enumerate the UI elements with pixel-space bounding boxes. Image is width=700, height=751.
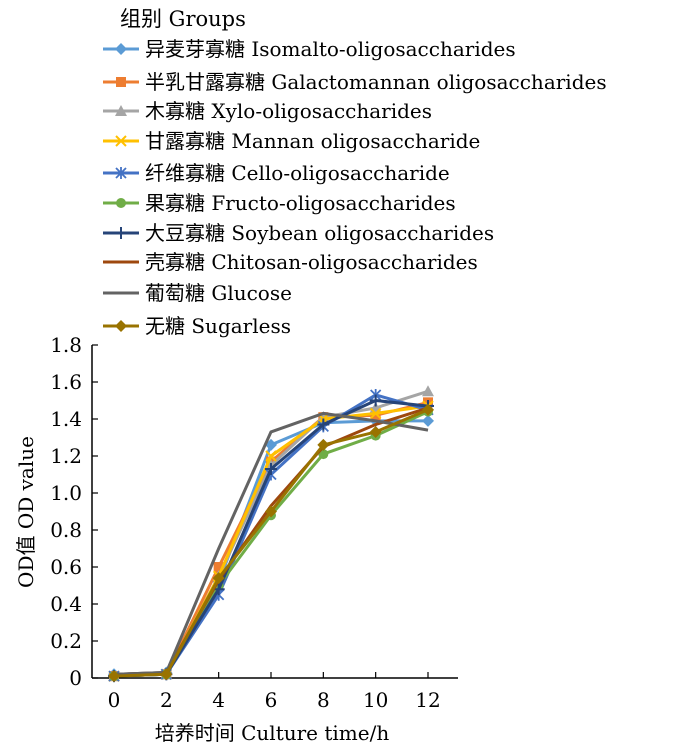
y-tick-label: 1.4 xyxy=(50,407,82,431)
legend-label: 异麦芽寡糖 Isomalto-oligosaccharides xyxy=(145,37,516,61)
legend-item: 果寡糖 Fructo-oligosaccharides xyxy=(103,191,456,215)
x-tick-label: 0 xyxy=(108,688,121,712)
data-point xyxy=(317,418,330,431)
x-tick-label: 8 xyxy=(317,688,330,712)
y-tick-label: 0.4 xyxy=(50,592,82,616)
x-tick-label: 12 xyxy=(415,688,440,712)
legend-item: 异麦芽寡糖 Isomalto-oligosaccharides xyxy=(103,37,516,61)
legend-swatch-marker xyxy=(116,77,126,87)
legend-item: 无糖 Sugarless xyxy=(103,314,291,338)
x-tick-label: 10 xyxy=(363,688,388,712)
legend-label: 葡萄糖 Glucose xyxy=(145,281,292,305)
legend-label: 甘露寡糖 Mannan oligosaccharide xyxy=(145,129,480,153)
data-point xyxy=(265,450,277,462)
data-point xyxy=(213,562,224,572)
legend-swatch-marker xyxy=(115,43,127,55)
y-axis-ticks: 0 0.2 0.4 0.6 0.8 1.0 1.2 1.4 1.6 1.8 xyxy=(50,333,98,690)
series-9 xyxy=(113,411,429,676)
y-tick-label: 0.2 xyxy=(50,629,82,653)
x-axis-ticks: 0 2 4 6 8 10 12 xyxy=(108,672,441,712)
y-tick-label: 1.6 xyxy=(50,370,82,394)
data-point xyxy=(370,410,381,421)
y-tick-label: 1.2 xyxy=(50,444,82,468)
data-point xyxy=(422,414,434,427)
series-line xyxy=(113,393,429,678)
legend-label: 木寡糖 Xylo-oligosaccharides xyxy=(145,99,432,123)
legend-item: 甘露寡糖 Mannan oligosaccharide xyxy=(103,129,480,153)
x-tick-label: 2 xyxy=(160,688,173,712)
legend-label: 无糖 Sugarless xyxy=(145,314,291,338)
y-tick-label: 1.8 xyxy=(50,333,82,357)
legend-swatch-marker xyxy=(116,198,126,208)
legend-item: 葡萄糖 Glucose xyxy=(103,281,292,305)
legend-item: 壳寡糖 Chitosan-oligosaccharides xyxy=(103,250,478,274)
y-tick-label: 0.8 xyxy=(50,518,82,542)
legend-label: 大豆寡糖 Soybean oligosaccharides xyxy=(145,221,494,245)
data-point xyxy=(422,385,434,397)
series-3 xyxy=(108,385,434,682)
legend-item: 木寡糖 Xylo-oligosaccharides xyxy=(103,99,432,123)
y-axis-label: OD值 OD value xyxy=(14,436,38,588)
data-point xyxy=(265,505,277,518)
data-point xyxy=(265,462,277,475)
data-point xyxy=(212,572,225,585)
legend-label: 半乳甘露寡糖 Galactomannan oligosaccharides xyxy=(145,70,607,94)
x-tick-label: 6 xyxy=(265,688,278,712)
y-tick-label: 0.6 xyxy=(50,555,82,579)
legend-swatch-marker xyxy=(115,105,127,116)
legend-label: 果寡糖 Fructo-oligosaccharides xyxy=(145,191,456,215)
y-tick-label: 0 xyxy=(69,666,82,690)
legend-swatch-marker xyxy=(115,227,127,239)
x-tick-label: 4 xyxy=(212,688,225,712)
data-point xyxy=(369,394,382,407)
legend-item: 半乳甘露寡糖 Galactomannan oligosaccharides xyxy=(103,70,607,94)
axes xyxy=(91,345,458,679)
legend-swatch-marker xyxy=(115,320,127,332)
legend-swatch-marker xyxy=(115,135,127,147)
legend: 组别 Groups 异麦芽寡糖 Isomalto-oligosaccharide… xyxy=(103,7,607,338)
data-point xyxy=(369,425,382,438)
series-line xyxy=(113,411,429,676)
x-axis-label: 培养时间 Culture time/h xyxy=(155,721,390,745)
legend-swatch-marker xyxy=(115,167,127,179)
y-tick-label: 1.0 xyxy=(50,481,82,505)
data-point xyxy=(108,670,120,683)
legend-item: 大豆寡糖 Soybean oligosaccharides xyxy=(103,221,494,245)
series-layer xyxy=(108,385,434,683)
data-point xyxy=(317,438,330,451)
legend-title: 组别 Groups xyxy=(120,7,246,31)
data-point xyxy=(369,407,382,420)
series-7 xyxy=(108,394,434,683)
legend-item: 纤维寡糖 Cello-oligosaccharide xyxy=(103,161,450,185)
series-10 xyxy=(108,403,434,683)
data-point xyxy=(422,403,434,416)
series-line xyxy=(113,410,429,678)
data-point xyxy=(160,668,173,681)
legend-label: 壳寡糖 Chitosan-oligosaccharides xyxy=(145,250,478,274)
legend-label: 纤维寡糖 Cello-oligosaccharide xyxy=(145,161,450,185)
